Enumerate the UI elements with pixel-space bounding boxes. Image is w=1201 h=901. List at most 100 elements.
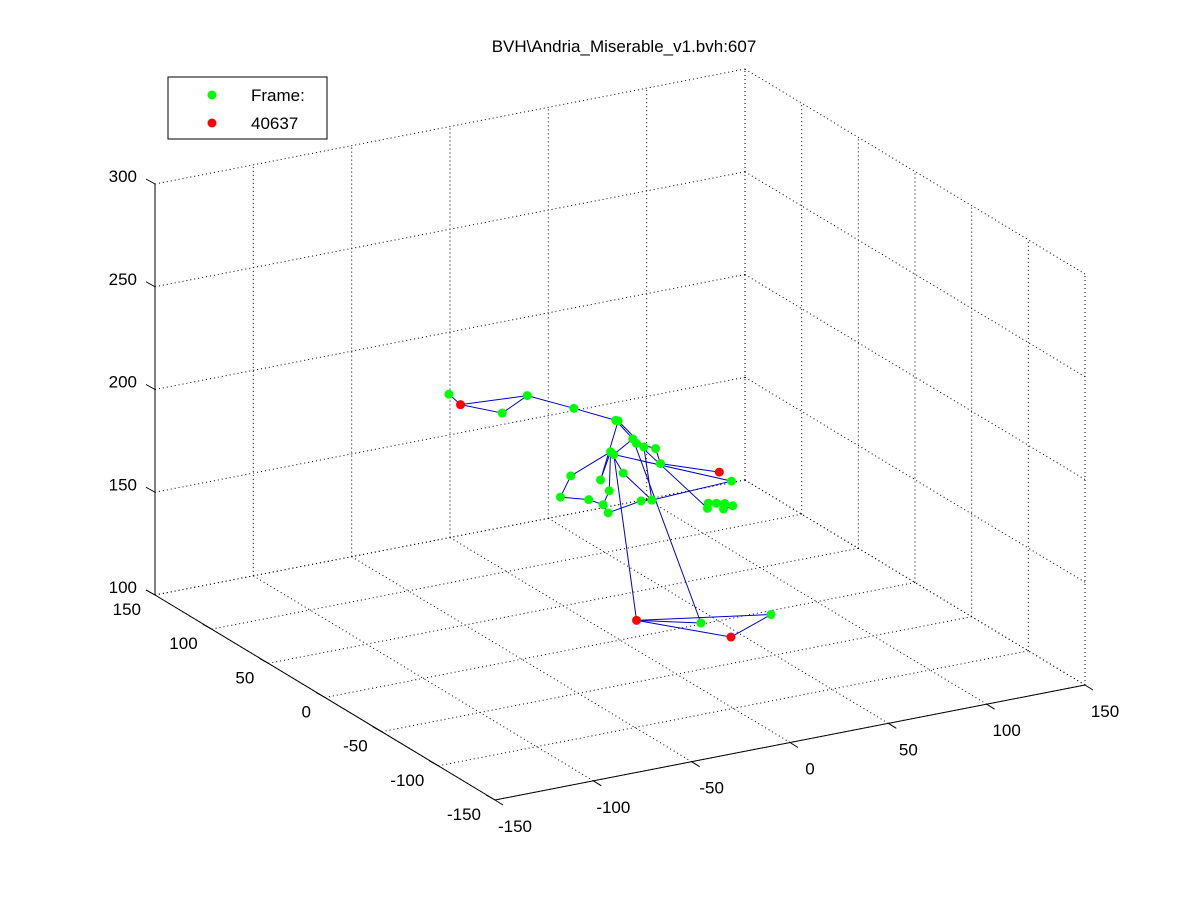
bone-line <box>460 404 503 414</box>
x-tick-label: -150 <box>498 817 532 836</box>
skeleton-joints <box>444 389 776 642</box>
joint-point <box>727 476 736 486</box>
bone-line <box>636 619 732 638</box>
x-tick-label: 150 <box>1091 702 1119 721</box>
joint-point <box>766 610 776 620</box>
x-tick <box>691 761 700 768</box>
joint-point <box>719 504 728 514</box>
x-tick <box>494 799 504 806</box>
legend-marker-frame <box>207 90 217 100</box>
x-tick <box>593 780 602 787</box>
end-site-point <box>726 632 736 642</box>
y-tick <box>485 794 496 801</box>
bone-line <box>632 438 702 624</box>
legend-label-frame-number: 40637 <box>251 114 298 133</box>
y-tick <box>202 623 212 630</box>
joint-point <box>598 500 608 510</box>
bone-line <box>573 407 616 421</box>
joint-point <box>444 389 454 399</box>
y-tick-label: 150 <box>113 600 141 619</box>
x-tick <box>789 742 799 748</box>
y-tick <box>429 760 439 767</box>
joint-point <box>703 498 713 508</box>
bone-line <box>660 463 720 473</box>
joint-point <box>569 403 579 413</box>
x-tick <box>986 703 995 710</box>
z-tick <box>145 384 156 390</box>
y-tick-label: 0 <box>302 703 311 722</box>
z-tick-label: 100 <box>109 578 137 597</box>
end-site-point <box>714 467 724 477</box>
joint-point <box>696 618 706 628</box>
joint-point <box>639 442 649 452</box>
legend-box <box>167 76 328 140</box>
legend-label-frame: Frame: <box>251 86 305 105</box>
back-wall-grid-line <box>154 171 746 288</box>
z-tick-label: 150 <box>109 475 137 494</box>
joint-point <box>728 501 738 511</box>
y-tick-label: 50 <box>235 668 254 687</box>
joint-point <box>609 450 619 460</box>
z-tick-label: 200 <box>109 373 137 392</box>
bone-line <box>636 619 701 624</box>
y-tick-label: -50 <box>343 737 368 756</box>
z-tick-label: 250 <box>109 270 137 289</box>
axes <box>145 178 1094 806</box>
y-tick <box>145 589 156 596</box>
joint-point <box>584 495 594 505</box>
z-tick <box>145 178 156 185</box>
back-wall-grid-line <box>154 274 746 390</box>
end-site-point <box>632 615 642 625</box>
floor-grid-line <box>438 650 1029 767</box>
bone-line <box>636 614 772 621</box>
joint-point <box>522 391 532 401</box>
y-tick <box>372 726 382 733</box>
x-tick-label: -100 <box>596 798 630 817</box>
end-site-point <box>456 400 466 410</box>
x-tick <box>1084 684 1094 691</box>
joint-point <box>604 486 614 496</box>
floor-grid-line <box>211 513 802 630</box>
y-tick-label: -100 <box>390 771 424 790</box>
bone-line <box>527 395 574 409</box>
x-tick <box>888 722 897 729</box>
floor-grid-line <box>268 547 859 664</box>
bone-line <box>501 395 528 414</box>
bone-line <box>730 614 772 638</box>
legend[interactable]: Frame: 40637 <box>167 76 328 140</box>
bone-line <box>613 454 732 482</box>
bone-line <box>613 454 638 621</box>
z-tick <box>145 281 156 288</box>
x-tick-label: 50 <box>899 740 918 759</box>
joint-point <box>497 408 507 418</box>
y-tick-label: -150 <box>447 805 481 824</box>
back-wall-grid-line <box>154 68 746 185</box>
x-tick-label: -50 <box>699 779 724 798</box>
chart-title: BVH\Andria_Miserable_v1.bvh:607 <box>492 37 757 56</box>
floor-grid-line <box>324 582 916 698</box>
bone-line <box>643 446 653 501</box>
joint-point <box>566 471 576 481</box>
legend-marker-frame-number <box>207 118 217 128</box>
back-wall-grid-line <box>154 376 746 493</box>
bone-line <box>560 496 589 501</box>
bone-line <box>622 472 653 501</box>
z-tick-label: 300 <box>109 167 137 186</box>
bone-line <box>608 451 612 491</box>
floor-grid-line <box>381 616 972 733</box>
y-tick <box>259 657 269 664</box>
joint-point <box>636 496 646 506</box>
bone-line <box>460 395 528 406</box>
joint-point <box>618 468 628 478</box>
x-tick-label: 100 <box>992 721 1020 740</box>
joint-point <box>628 434 638 444</box>
joint-point <box>647 495 657 505</box>
y-tick-label: 100 <box>169 634 197 653</box>
back-wall-grid-line <box>154 479 746 596</box>
bone-line <box>608 500 642 514</box>
joint-point <box>711 498 721 508</box>
z-tick <box>145 486 156 493</box>
bone-line <box>651 480 732 501</box>
joint-point <box>656 459 665 469</box>
